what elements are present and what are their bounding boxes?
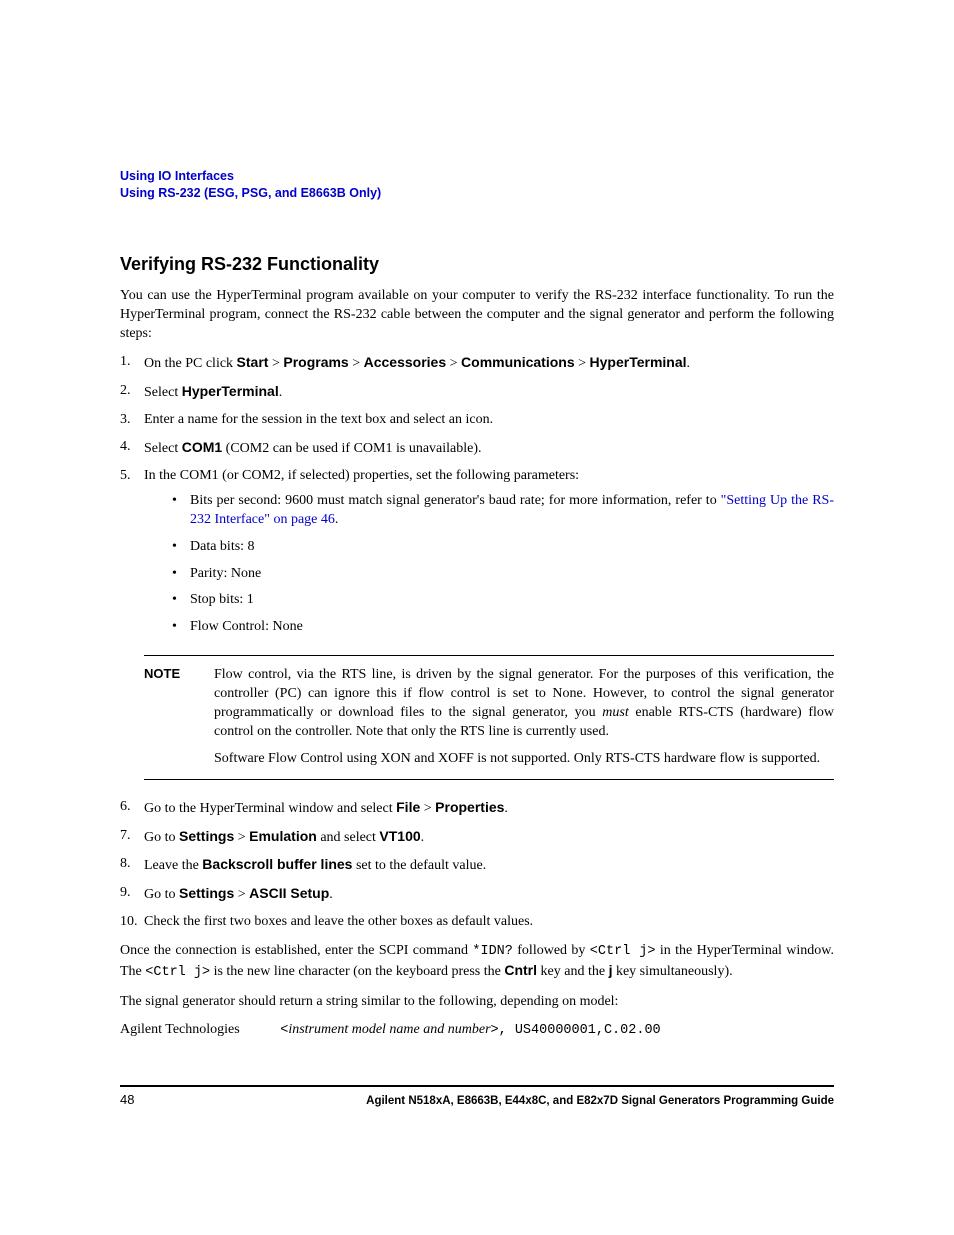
step-5-bullets: Bits per second: 9600 must match signal … bbox=[168, 492, 834, 637]
step-4: Select COM1 (COM2 can be used if COM1 is… bbox=[120, 438, 834, 459]
note-label: NOTE bbox=[144, 666, 214, 768]
breadcrumb-line-1: Using IO Interfaces bbox=[120, 168, 834, 185]
page-number: 48 bbox=[120, 1092, 134, 1107]
section-title: Verifying RS-232 Functionality bbox=[120, 254, 834, 275]
bullet-stop-bits: Stop bits: 1 bbox=[168, 591, 834, 610]
footer: 48 Agilent N518xA, E8663B, E44x8C, and E… bbox=[120, 1092, 834, 1107]
step-6: Go to the HyperTerminal window and selec… bbox=[120, 798, 834, 819]
step-3: Enter a name for the session in the text… bbox=[120, 411, 834, 430]
step-8: Leave the Backscroll buffer lines set to… bbox=[120, 855, 834, 876]
footer-rule bbox=[120, 1085, 834, 1087]
steps-list: On the PC click Start > Programs > Acces… bbox=[120, 353, 834, 637]
document-page: Using IO Interfaces Using RS-232 (ESG, P… bbox=[0, 0, 954, 1235]
closing-p1: Once the connection is established, ente… bbox=[120, 942, 834, 982]
steps-list-continued: Go to the HyperTerminal window and selec… bbox=[120, 798, 834, 932]
breadcrumb-line-2: Using RS-232 (ESG, PSG, and E8663B Only) bbox=[120, 185, 834, 202]
bullet-parity: Parity: None bbox=[168, 565, 834, 584]
step-5: In the COM1 (or COM2, if selected) prope… bbox=[120, 467, 834, 637]
bullet-flow-control: Flow Control: None bbox=[168, 618, 834, 637]
intro-paragraph: You can use the HyperTerminal program av… bbox=[120, 287, 834, 344]
step-10: Check the first two boxes and leave the … bbox=[120, 913, 834, 932]
step-7: Go to Settings > Emulation and select VT… bbox=[120, 827, 834, 848]
header-breadcrumb: Using IO Interfaces Using RS-232 (ESG, P… bbox=[120, 168, 834, 202]
closing-p2: The signal generator should return a str… bbox=[120, 993, 834, 1012]
step-1: On the PC click Start > Programs > Acces… bbox=[120, 353, 834, 374]
note-box: NOTE Flow control, via the RTS line, is … bbox=[144, 655, 834, 779]
bullet-bits-per-second: Bits per second: 9600 must match signal … bbox=[168, 492, 834, 530]
footer-text: Agilent N518xA, E8663B, E44x8C, and E82x… bbox=[366, 1095, 834, 1107]
closing-p3: Agilent Technologies <instrument model n… bbox=[120, 1021, 834, 1040]
step-2: Select HyperTerminal. bbox=[120, 382, 834, 403]
note-body: Flow control, via the RTS line, is drive… bbox=[214, 666, 834, 768]
step-9: Go to Settings > ASCII Setup. bbox=[120, 884, 834, 905]
bullet-data-bits: Data bits: 8 bbox=[168, 538, 834, 557]
